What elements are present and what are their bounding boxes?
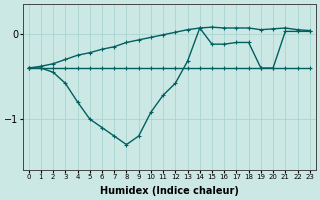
X-axis label: Humidex (Indice chaleur): Humidex (Indice chaleur) [100, 186, 239, 196]
